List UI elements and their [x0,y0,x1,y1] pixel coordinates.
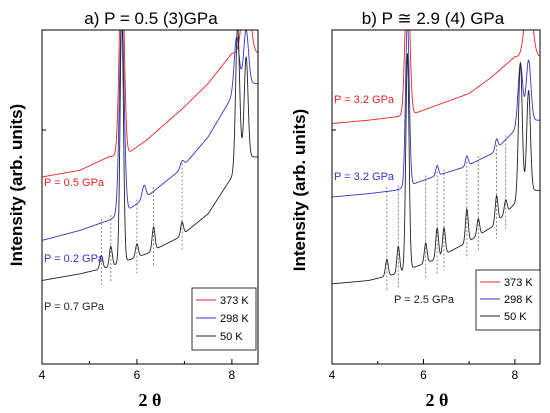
panel-b-legend: 373 K 298 K 50 K [475,269,541,331]
panel-a-xtick-label-4: 4 [39,368,46,382]
panel-b-xtick-label-6: 6 [420,368,427,382]
panel-b-xtick-label-4: 4 [329,368,336,382]
panel-a-annotation-2: P = 0.7 GPa [44,301,105,313]
panel-a-x-ticks: 4 6 8 [39,359,236,382]
panel-b-legend-label-50k: 50 K [504,311,527,323]
panel-a-series-50k [42,30,258,281]
panel-a-annotations: P = 0.5 GPa P = 0.2 GPa P = 0.7 GPa [44,177,105,313]
panel-a-series-298k [42,30,258,241]
panel-a-series-373k [42,30,258,178]
panel-a-legend-label-50k: 50 K [220,331,243,343]
panel-b-xlabel: 2 θ [426,390,449,410]
panel-a-legend-label-373k: 373 K [220,295,249,307]
panel-b-legend-label-373k: 373 K [504,277,533,289]
panel-b-frame [331,29,541,365]
panel-b-annotation-0: P = 3.2 GPa [334,94,395,106]
panel-b-xtick-label-8: 8 [512,368,519,382]
panel-b-peak-markers [386,135,507,293]
panel-a-annotation-0: P = 0.5 GPa [44,177,105,189]
panel-b-annotation-2: P = 2.5 GPa [394,294,455,306]
panel-b-legend-box [475,269,541,331]
panel-b: b) P ≅ 2.9 (4) GPa Intensity (arb. units… [290,9,541,410]
panel-a-xlabel: 2 θ [139,390,162,410]
panel-a: a) P = 0.5 (3)GPa Intensity (arb. units)… [7,9,259,410]
panel-b-annotations: P = 3.2 GPa P = 3.2 GPa P = 2.5 GPa [334,94,455,306]
panel-a-series [42,30,258,281]
panel-b-x-ticks: 4 6 8 [329,359,519,382]
panel-a-title: a) P = 0.5 (3)GPa [84,9,218,28]
panel-a-annotation-1: P = 0.2 GPa [44,253,105,265]
panel-b-series [332,30,540,285]
panel-b-series-373k [332,30,540,124]
panel-b-annotation-1: P = 3.2 GPa [334,171,395,183]
panel-a-xtick-label-6: 6 [134,368,141,382]
panel-a-peak-markers [100,163,183,285]
panel-a-legend-label-298k: 298 K [220,313,249,325]
panel-a-legend-box [191,287,257,351]
panel-b-ylabel: Intensity (arb. units) [290,109,309,271]
panel-a-frame [41,29,259,365]
panel-b-legend-label-298k: 298 K [504,294,533,306]
panel-a-xtick-label-8: 8 [229,368,236,382]
panel-b-title: b) P ≅ 2.9 (4) GPa [362,9,505,28]
panel-b-series-298k [332,30,540,198]
panel-a-ylabel: Intensity (arb. units) [7,104,26,266]
panel-a-legend: 373 K 298 K 50 K [191,287,257,351]
panel-b-series-50k [332,53,540,285]
